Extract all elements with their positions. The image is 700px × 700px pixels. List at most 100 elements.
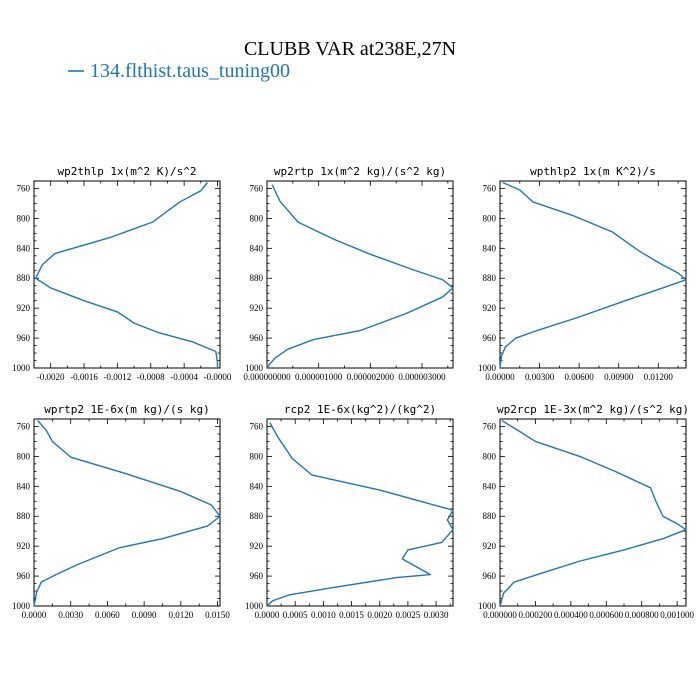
x-tick-label: -0.0020 (37, 372, 65, 382)
y-tick-label: 1000 (12, 363, 31, 373)
y-tick-label: 960 (17, 571, 31, 581)
panel-title: wp2rcp 1E-3x(m^2 kg)/(s^2 kg) (497, 403, 689, 416)
x-tick-label: 0.0150 (205, 610, 230, 620)
y-tick-label: 920 (17, 303, 31, 313)
x-tick-label: 0.001000 (660, 610, 694, 620)
x-tick-label: 0.0025 (396, 610, 421, 620)
series-line (34, 182, 219, 368)
series-line (499, 419, 687, 607)
series-line (499, 181, 687, 369)
x-tick-label: 0.000600 (589, 610, 623, 620)
x-tick-label: 0.0030 (58, 610, 83, 620)
y-tick-label: 960 (483, 333, 497, 343)
y-tick-label: 960 (17, 333, 31, 343)
panels: wp2thlp 1x(m^2 K)/s^2 760 800 840 880 920 960 1… (12, 165, 695, 620)
y-tick-label: 800 (483, 213, 497, 223)
x-tick-label: 0.000002000 (347, 372, 395, 382)
panel-title: wp2thlp 1x(m^2 K)/s^2 (57, 165, 196, 178)
y-tick-label: 840 (17, 481, 31, 491)
y-tick-label: 800 (250, 451, 264, 461)
y-tick-label: 840 (17, 243, 31, 253)
x-tick-label: 0.0010 (311, 610, 336, 620)
panel-title: wprtp2 1E-6x(m kg)/(s kg) (44, 403, 210, 416)
y-tick-label: 800 (483, 451, 497, 461)
panel-title: wp2rtp 1x(m^2 kg)/(s^2 kg) (274, 165, 446, 178)
y-tick-label: 920 (17, 541, 31, 551)
x-tick-label: 0.00900 (604, 372, 634, 382)
plot-frame (499, 180, 687, 369)
x-tick-label: 0.0060 (95, 610, 120, 620)
x-tick-label: -0.0016 (70, 372, 98, 382)
y-tick-label: 800 (17, 213, 31, 223)
series-line (266, 184, 454, 369)
y-tick-label: 760 (483, 183, 497, 193)
series-line (266, 422, 454, 607)
x-tick-label: 0.000400 (554, 610, 588, 620)
legend: 134.flthist.taus_tuning00 (68, 60, 290, 82)
x-tick-label: 0.0015 (339, 610, 364, 620)
chart-panel-2: wp2rtp 1x(m^2 kg)/(s^2 kg) 760 800 840 880 92… (243, 165, 454, 382)
y-tick-label: 1000 (245, 601, 264, 611)
y-tick-label: 1000 (478, 363, 497, 373)
y-tick-label: 880 (483, 511, 497, 521)
y-tick-label: 760 (250, 421, 264, 431)
plot-frame (33, 418, 221, 607)
y-tick-label: 1000 (478, 601, 497, 611)
y-tick-label: 840 (483, 481, 497, 491)
y-tick-label: 880 (250, 511, 264, 521)
y-tick-label: 960 (250, 333, 264, 343)
plot-frame (266, 180, 454, 369)
chart-panel-4: wprtp2 1E-6x(m kg)/(s kg) 760 800 840 880 920… (12, 403, 230, 620)
x-tick-label: 0.000000 (483, 610, 517, 620)
chart-panel-6: wp2rcp 1E-3x(m^2 kg)/(s^2 kg)760 800 840 88… (478, 403, 695, 620)
y-tick-label: 840 (250, 481, 264, 491)
y-tick-label: 840 (250, 243, 264, 253)
x-tick-label: 0.00600 (565, 372, 595, 382)
x-tick-label: 0.0000 (255, 610, 280, 620)
x-tick-label: 0.000000000 (243, 372, 291, 382)
y-tick-label: 760 (483, 421, 497, 431)
y-tick-label: 760 (250, 183, 264, 193)
x-tick-label: 0.00000 (485, 372, 515, 382)
y-tick-label: 800 (250, 213, 264, 223)
x-tick-label: 0.0020 (367, 610, 392, 620)
y-tick-label: 920 (250, 541, 264, 551)
legend-label: 134.flthist.taus_tuning00 (90, 60, 290, 82)
y-tick-label: 880 (17, 511, 31, 521)
chart-panel-5: rcp2 1E-6x(kg^2)/(kg^2) 760 800 840 880 920 96… (245, 403, 454, 620)
x-tick-label: 0.000001000 (295, 372, 343, 382)
panel-title: wpthlp2 1x(m K^2)/s (530, 165, 656, 178)
y-tick-label: 1000 (245, 363, 264, 373)
y-tick-label: 920 (483, 541, 497, 551)
x-tick-label: 0.01200 (644, 372, 674, 382)
x-tick-label: 0.0005 (283, 610, 308, 620)
y-tick-label: 880 (17, 273, 31, 283)
plot-frame (33, 180, 221, 369)
y-tick-label: 1000 (12, 601, 31, 611)
x-tick-label: 0.0120 (168, 610, 193, 620)
x-tick-label: -0.0008 (137, 372, 165, 382)
x-tick-label: 0.000200 (519, 610, 553, 620)
chart-panel-1: wp2thlp 1x(m^2 K)/s^2 760 800 840 880 920 960 1… (12, 165, 232, 382)
y-tick-label: 960 (250, 571, 264, 581)
x-tick-label: -0.0012 (104, 372, 132, 382)
y-tick-label: 760 (17, 183, 31, 193)
y-tick-label: 880 (250, 273, 264, 283)
y-tick-label: 840 (483, 243, 497, 253)
x-tick-label: 0.00300 (525, 372, 555, 382)
y-tick-label: 920 (250, 303, 264, 313)
x-tick-label: 0.0000 (22, 610, 47, 620)
x-tick-label: -0.0000 (204, 372, 232, 382)
series-line (33, 420, 221, 607)
x-tick-label: 0.000003000 (398, 372, 446, 382)
y-tick-label: 760 (17, 421, 31, 431)
y-tick-label: 800 (17, 451, 31, 461)
plot-frame (499, 418, 687, 607)
plot-frame (266, 418, 454, 607)
x-tick-label: 0.0030 (424, 610, 449, 620)
x-tick-label: -0.0004 (170, 372, 198, 382)
y-tick-label: 920 (483, 303, 497, 313)
chart-panel-3: wpthlp2 1x(m K^2)/s 760 800 840 880 920 960 100… (478, 165, 687, 382)
x-tick-label: 0.0090 (132, 610, 157, 620)
